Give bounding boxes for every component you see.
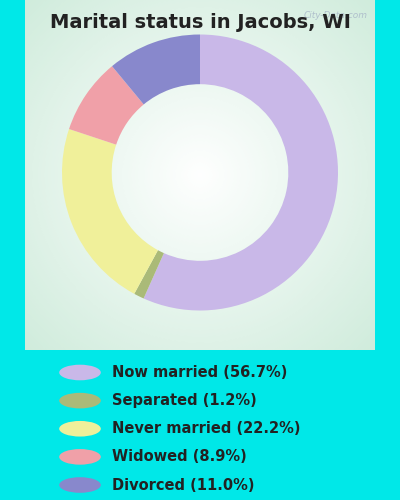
Circle shape (181, 156, 219, 194)
Circle shape (126, 100, 274, 250)
Circle shape (147, 122, 253, 228)
Wedge shape (69, 66, 144, 144)
Circle shape (82, 57, 318, 293)
Circle shape (0, 0, 400, 414)
Circle shape (116, 91, 284, 259)
Circle shape (0, 0, 400, 411)
Circle shape (91, 66, 309, 284)
Circle shape (166, 141, 234, 209)
Circle shape (59, 364, 101, 380)
Circle shape (35, 10, 365, 340)
Circle shape (132, 106, 268, 244)
Circle shape (59, 477, 101, 493)
Circle shape (150, 126, 250, 224)
Circle shape (144, 119, 256, 231)
Circle shape (20, 0, 380, 355)
Circle shape (66, 42, 334, 308)
Circle shape (0, 0, 400, 392)
Circle shape (0, 0, 400, 402)
Circle shape (0, 0, 400, 383)
Circle shape (104, 78, 296, 272)
Wedge shape (112, 34, 200, 104)
Circle shape (1, 0, 399, 374)
Circle shape (163, 138, 237, 212)
Circle shape (0, 0, 400, 380)
Circle shape (29, 4, 371, 346)
Wedge shape (144, 34, 338, 310)
Circle shape (169, 144, 231, 206)
Circle shape (184, 160, 216, 190)
Circle shape (32, 8, 368, 342)
Circle shape (122, 98, 278, 252)
Circle shape (191, 166, 209, 184)
Circle shape (0, 0, 400, 408)
Circle shape (17, 0, 383, 358)
Circle shape (135, 110, 265, 240)
Circle shape (156, 132, 244, 218)
Circle shape (154, 128, 246, 222)
Circle shape (51, 26, 349, 324)
Circle shape (88, 63, 312, 287)
Circle shape (194, 169, 206, 181)
Circle shape (63, 38, 337, 312)
Circle shape (14, 0, 386, 362)
Circle shape (141, 116, 259, 234)
Circle shape (128, 104, 272, 247)
Circle shape (54, 29, 346, 321)
Circle shape (59, 449, 101, 464)
Circle shape (0, 0, 400, 405)
Circle shape (59, 421, 101, 436)
Circle shape (60, 35, 340, 315)
Circle shape (0, 0, 400, 390)
Circle shape (4, 0, 396, 370)
Circle shape (107, 82, 293, 268)
Circle shape (57, 32, 343, 318)
Circle shape (8, 0, 392, 368)
Circle shape (178, 154, 222, 196)
Circle shape (0, 0, 400, 386)
Circle shape (113, 88, 287, 262)
Circle shape (160, 134, 240, 216)
Text: Widowed (8.9%): Widowed (8.9%) (112, 450, 247, 464)
Circle shape (188, 162, 212, 188)
Text: Never married (22.2%): Never married (22.2%) (112, 421, 300, 436)
Circle shape (0, 0, 400, 418)
Circle shape (59, 393, 101, 408)
Circle shape (85, 60, 315, 290)
Circle shape (76, 51, 324, 299)
Circle shape (175, 150, 225, 200)
Circle shape (197, 172, 203, 178)
Circle shape (172, 147, 228, 203)
Circle shape (38, 14, 362, 336)
Text: Separated (1.2%): Separated (1.2%) (112, 393, 257, 408)
Circle shape (94, 70, 306, 280)
Circle shape (0, 0, 400, 398)
Text: Marital status in Jacobs, WI: Marital status in Jacobs, WI (50, 12, 350, 32)
Circle shape (26, 1, 374, 349)
Text: City-Data.com: City-Data.com (304, 10, 368, 20)
Circle shape (0, 0, 400, 377)
Circle shape (48, 23, 352, 327)
Text: Now married (56.7%): Now married (56.7%) (112, 365, 287, 380)
Circle shape (0, 0, 400, 420)
Circle shape (79, 54, 321, 296)
Circle shape (110, 85, 290, 265)
Circle shape (45, 20, 355, 330)
Circle shape (0, 0, 400, 396)
Circle shape (70, 44, 330, 306)
Text: Divorced (11.0%): Divorced (11.0%) (112, 478, 254, 492)
Circle shape (98, 72, 302, 278)
Circle shape (10, 0, 390, 364)
Circle shape (0, 0, 400, 424)
Circle shape (73, 48, 327, 302)
Circle shape (138, 113, 262, 237)
Wedge shape (134, 250, 164, 298)
Circle shape (119, 94, 281, 256)
Circle shape (101, 76, 299, 274)
Circle shape (23, 0, 377, 352)
Wedge shape (62, 129, 158, 294)
Circle shape (42, 16, 358, 334)
